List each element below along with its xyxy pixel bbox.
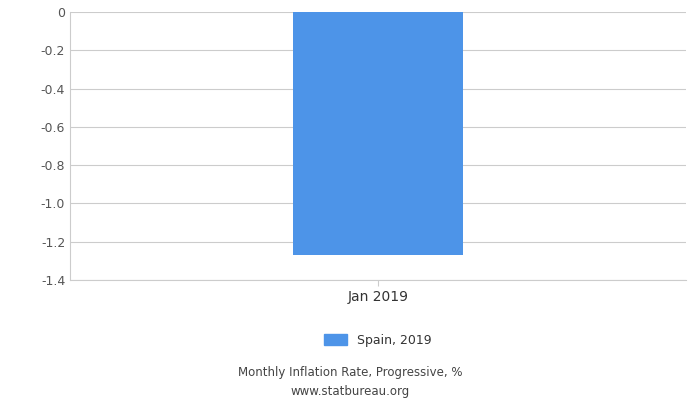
Legend: Spain, 2019: Spain, 2019	[319, 329, 437, 352]
Bar	[293, 12, 463, 255]
Text: Monthly Inflation Rate, Progressive, %
www.statbureau.org: Monthly Inflation Rate, Progressive, % w…	[238, 366, 462, 398]
